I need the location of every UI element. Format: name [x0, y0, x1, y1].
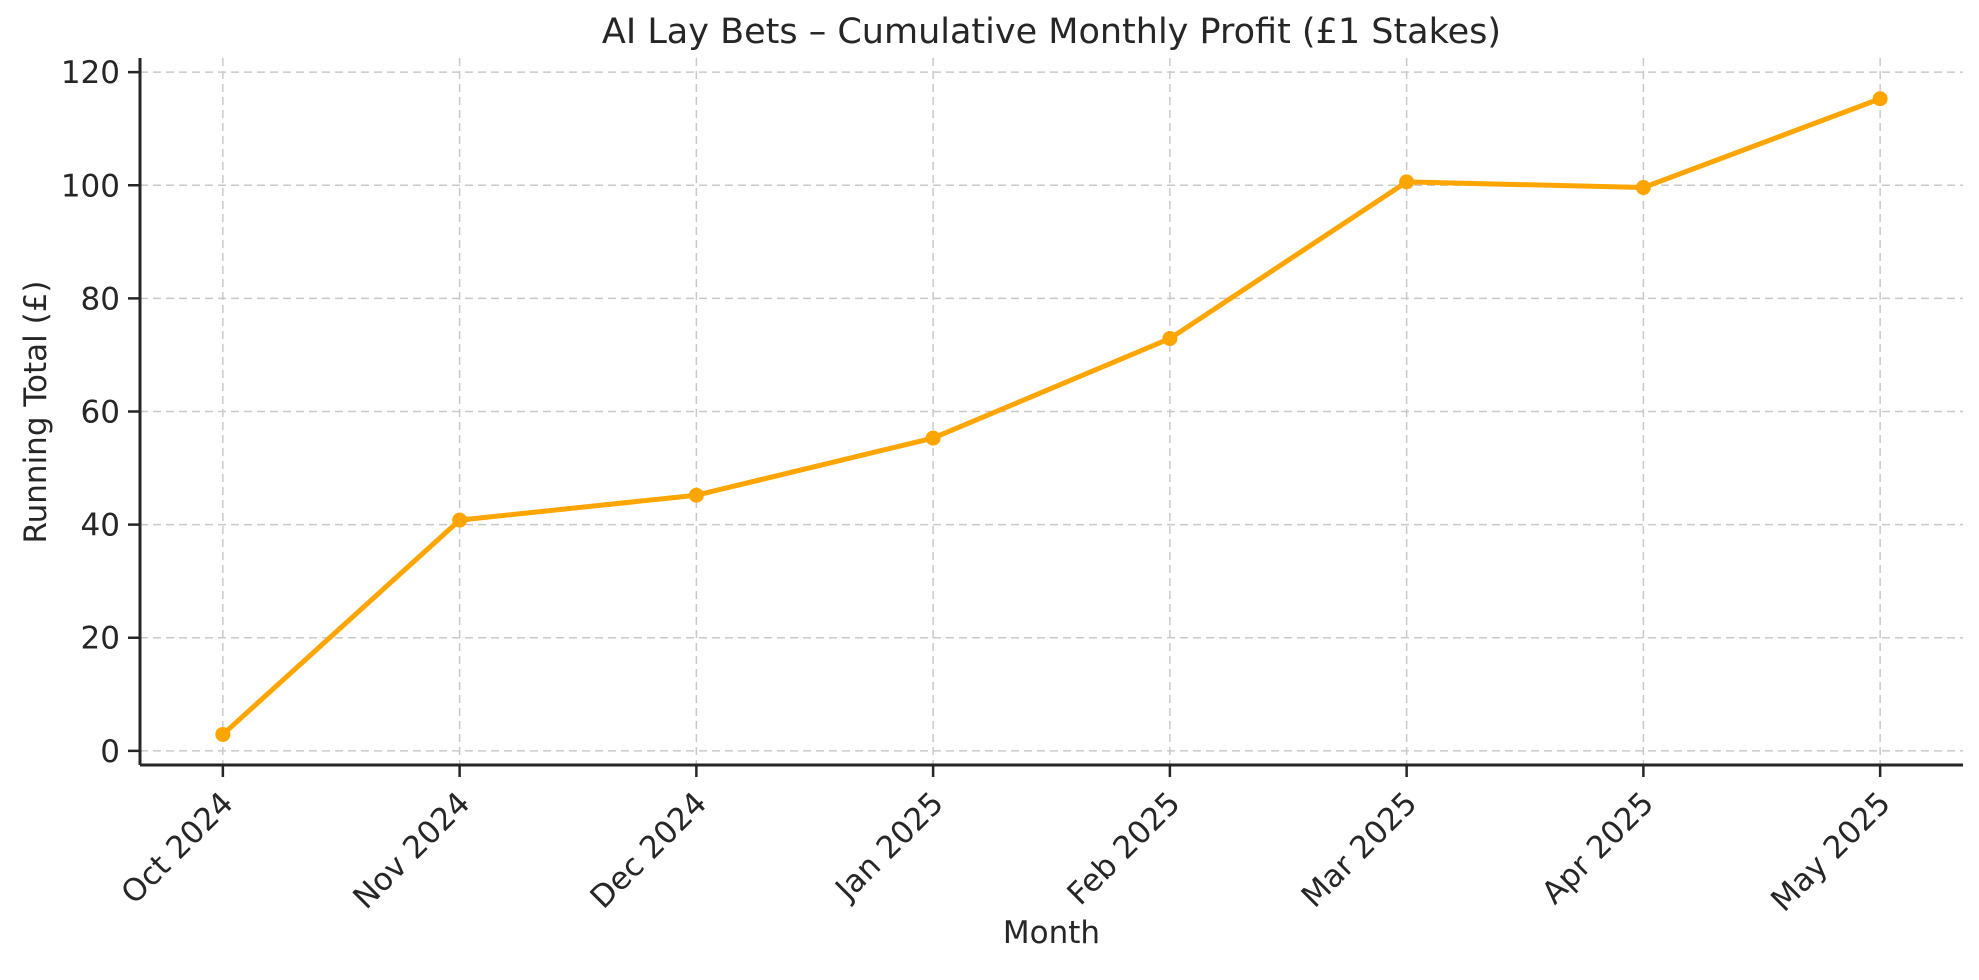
x-tick-label: Mar 2025 — [1295, 785, 1425, 915]
data-point-marker — [1399, 174, 1415, 190]
y-axis-label: Running Total (£) — [18, 280, 54, 544]
data-point-marker — [1162, 331, 1178, 347]
y-tick-label: 120 — [61, 55, 120, 91]
data-point-marker — [452, 512, 468, 528]
profit-line-series — [220, 96, 1883, 737]
x-axis-label: Month — [1002, 915, 1101, 951]
x-tick-label: Apr 2025 — [1535, 785, 1661, 911]
x-tick-label: May 2025 — [1764, 785, 1898, 919]
y-tick-label: 40 — [81, 508, 120, 544]
y-tick-label: 0 — [100, 734, 120, 770]
x-tick-label: Dec 2024 — [583, 785, 714, 916]
data-point-marker — [688, 487, 704, 503]
x-tick-label: Feb 2025 — [1061, 785, 1188, 912]
data-point-marker — [215, 726, 231, 742]
chart-title: AI Lay Bets – Cumulative Monthly Profit … — [601, 12, 1502, 52]
data-point-marker — [1635, 180, 1651, 196]
data-point-marker — [1872, 91, 1888, 107]
x-tick-label: Oct 2024 — [114, 785, 240, 911]
y-tick-label: 60 — [81, 395, 120, 431]
y-tick-label: 80 — [81, 281, 120, 317]
data-point-marker — [925, 430, 941, 446]
x-tick-label: Jan 2025 — [827, 785, 950, 908]
y-tick-label: 20 — [81, 621, 120, 657]
y-tick-label: 100 — [61, 168, 120, 204]
x-tick-label: Nov 2024 — [346, 785, 477, 916]
